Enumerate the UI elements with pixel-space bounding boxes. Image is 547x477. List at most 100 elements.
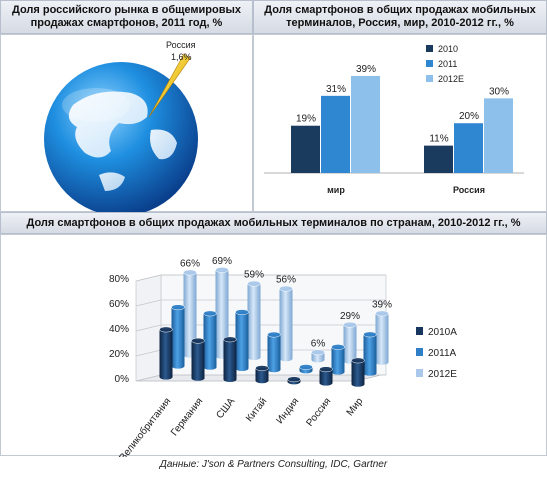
cylinder-base	[203, 364, 217, 370]
panel-title-russia-world: Доля смартфонов в общих продажах мобильн…	[253, 0, 547, 34]
cylinder-base	[351, 381, 365, 387]
cylinder-base	[267, 367, 281, 373]
cylinder-2010A-Мир	[351, 360, 365, 385]
legend-label: 2010	[438, 44, 458, 54]
cylinder-value-label: 56%	[276, 275, 296, 286]
legend-label: 2011A	[428, 348, 457, 359]
category-label: Россия	[305, 396, 334, 429]
cylinder-top	[267, 331, 281, 338]
bar-value-label: 19%	[296, 114, 316, 125]
cylinder-top	[183, 269, 197, 276]
cylinder-top	[351, 357, 365, 364]
bar-value-label: 31%	[326, 84, 346, 95]
cylinder-base	[191, 375, 205, 381]
cylinder-2010A-США	[223, 339, 237, 380]
cylinder-value-label: 39%	[372, 299, 392, 310]
bar-2011-Россия	[454, 123, 483, 173]
legend-swatch	[416, 348, 423, 356]
cylinder-top	[279, 285, 293, 292]
bar-panel-countries: 80% 60% 40% 20% 0% 66% 69% 59% 56% 6% 29% 39% …	[0, 234, 547, 463]
bar-2010-Россия	[424, 145, 453, 173]
y-axis-labels: 80% 60% 40% 20% 0%	[109, 274, 129, 385]
cylinder-2010A-Россия	[319, 369, 333, 383]
globe-chart: Россия 1,6%	[44, 40, 198, 216]
legend: 2010A 2011A 2012E	[416, 327, 457, 380]
cylinder-base	[331, 369, 345, 375]
gridline	[135, 274, 162, 282]
cylinder-base	[375, 359, 389, 365]
category-label: Китай	[244, 396, 269, 424]
cylinder-2012E-США	[247, 283, 261, 358]
category-label: Россия	[453, 185, 485, 195]
cylinder-top	[363, 331, 377, 338]
bar-value-label: 11%	[429, 134, 448, 145]
cylinder-top	[171, 304, 185, 311]
cylinder-top	[331, 344, 345, 350]
bar-panel-russia-world: 19% 31% 39% 11% 20% 30% мир Россия 2010 2011 …	[253, 34, 547, 212]
continent-shape	[99, 172, 125, 191]
source-note: Данные: J'son & Partners Consulting, IDC…	[159, 459, 388, 470]
bar-2012E-мир	[351, 75, 380, 173]
legend-swatch	[426, 45, 433, 52]
legend-swatch	[416, 327, 423, 335]
cylinder-top	[255, 365, 269, 371]
cylinder-2010A-Германия	[191, 340, 205, 379]
panel-title-russia-share: Доля российского рынка в общемировых про…	[0, 0, 253, 34]
cylinder-2011A-Россия	[331, 347, 345, 372]
bar-2012E-Россия	[484, 98, 513, 173]
cylinder-value-label: 66%	[180, 259, 200, 270]
cylinder-2012E-Китай	[279, 288, 293, 359]
y-tick-label: 20%	[109, 349, 129, 360]
cylinder-top	[247, 280, 261, 287]
cylinder-base	[279, 356, 293, 362]
legend-swatch	[426, 60, 433, 67]
continent-shape	[150, 129, 177, 160]
slice-label-value: 1,6%	[171, 52, 192, 62]
cylinder-top	[223, 336, 237, 343]
cylinder-2012E-Великобритания	[183, 272, 197, 355]
category-label: мир	[327, 185, 345, 195]
cylinder-top	[235, 309, 249, 316]
y-tick-label: 0%	[115, 374, 130, 385]
cylinder-base	[159, 374, 173, 380]
y-tick-label: 40%	[109, 324, 129, 335]
cylinder-2012E-Россия	[343, 324, 357, 361]
cylinder-2011A-Мир	[363, 334, 377, 374]
category-label: Германия	[169, 396, 205, 438]
globe-sphere	[44, 62, 198, 216]
slice-label-name: Россия	[166, 40, 196, 50]
cylinder-value-label: 29%	[340, 311, 360, 322]
cylinder-base	[223, 376, 237, 382]
legend-label: 2011	[438, 59, 457, 69]
continent-shape	[68, 91, 148, 158]
legend-label: 2012E	[428, 369, 457, 380]
cylinder-base	[319, 380, 333, 386]
cylinder-top	[287, 376, 301, 383]
cylinder-top	[159, 326, 173, 333]
bar-value-label: 30%	[489, 86, 509, 97]
bar-value-label: 39%	[356, 64, 376, 75]
cylinder-2011A-США	[235, 312, 249, 369]
cylinder-2011A-Китай	[267, 334, 281, 370]
bar-2010-мир	[291, 125, 320, 173]
cylinder-2010A-Китай	[255, 368, 269, 381]
y-tick-label: 60%	[109, 299, 129, 310]
cylinder-base	[363, 370, 377, 376]
bar-2011-мир	[321, 95, 350, 173]
cylinder-value-label: 6%	[311, 338, 326, 349]
cylinder-2010A-Великобритания	[159, 329, 173, 377]
category-label: Мир	[345, 396, 366, 418]
cylinder-base	[171, 363, 185, 369]
cylinder-base	[311, 357, 325, 363]
gridline	[135, 299, 162, 307]
cylinder-top	[375, 310, 389, 317]
legend-label: 2010A	[428, 327, 457, 338]
cylinder-top	[343, 321, 357, 328]
bar-chart-russia-world: 19% 31% 39% 11% 20% 30% мир Россия 2010 2011 …	[264, 44, 524, 195]
gridline	[135, 349, 162, 357]
cylinder-top	[203, 310, 217, 317]
cylinder-base	[255, 378, 269, 384]
category-label: Индия	[275, 396, 302, 426]
cylinder-value-label: 69%	[212, 256, 232, 267]
cylinder-base	[235, 365, 249, 371]
